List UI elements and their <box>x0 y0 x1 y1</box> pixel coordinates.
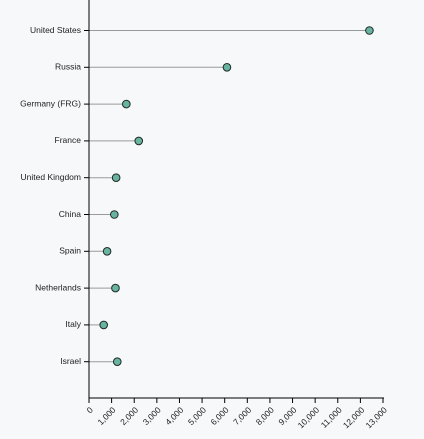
y-tick-label: United Kingdom <box>21 172 81 182</box>
y-tick-label: Italy <box>65 319 81 329</box>
x-tick-label: 2,000 <box>118 405 140 427</box>
lollipop-point <box>122 99 131 109</box>
y-tick-label: Spain <box>59 246 81 256</box>
lollipop-point <box>111 173 121 182</box>
lollipop-point <box>110 210 119 219</box>
lollipop-point <box>99 320 108 330</box>
stems-layer <box>89 30 370 363</box>
lollipop-point <box>365 26 374 35</box>
lollipop-point <box>222 63 232 72</box>
x-axis: 0 1,000 2,000 3,000 4,000 5,000 6,000 7,000 8,00… <box>85 397 389 431</box>
lollipop-point <box>134 136 144 146</box>
x-tick-label: 13,000 <box>363 405 389 431</box>
x-tick-label: 7,000 <box>231 405 253 427</box>
x-tick-label: 4,000 <box>163 405 185 427</box>
x-tick-label: 0 <box>85 405 96 416</box>
x-tick-label: 12,000 <box>341 405 367 431</box>
x-tick-label: 3,000 <box>141 405 163 427</box>
y-tick-label: Netherlands <box>35 282 81 292</box>
x-tick-label: 11,000 <box>319 405 344 430</box>
y-tick-label: France <box>55 135 82 145</box>
x-tick-label: 8,000 <box>254 405 276 427</box>
lollipop-point <box>111 283 120 293</box>
x-tick-label: 10,000 <box>296 405 322 431</box>
x-tick-label: 5,000 <box>186 405 208 427</box>
x-tick-label: 6,000 <box>209 405 231 427</box>
x-tick-label: 1,000 <box>95 405 117 427</box>
y-tick-label: Germany (FRG) <box>20 98 81 108</box>
lollipop-point <box>112 357 122 367</box>
y-tick-label: United States <box>30 25 81 35</box>
lollipop-point <box>102 247 112 256</box>
points-layer <box>99 26 374 367</box>
y-tick-label: China <box>59 209 81 219</box>
y-tick-label: Russia <box>55 62 81 72</box>
y-tick-label: Israel <box>60 356 81 366</box>
y-axis: United States Russia Germany (FRG) France Un… <box>20 0 90 398</box>
